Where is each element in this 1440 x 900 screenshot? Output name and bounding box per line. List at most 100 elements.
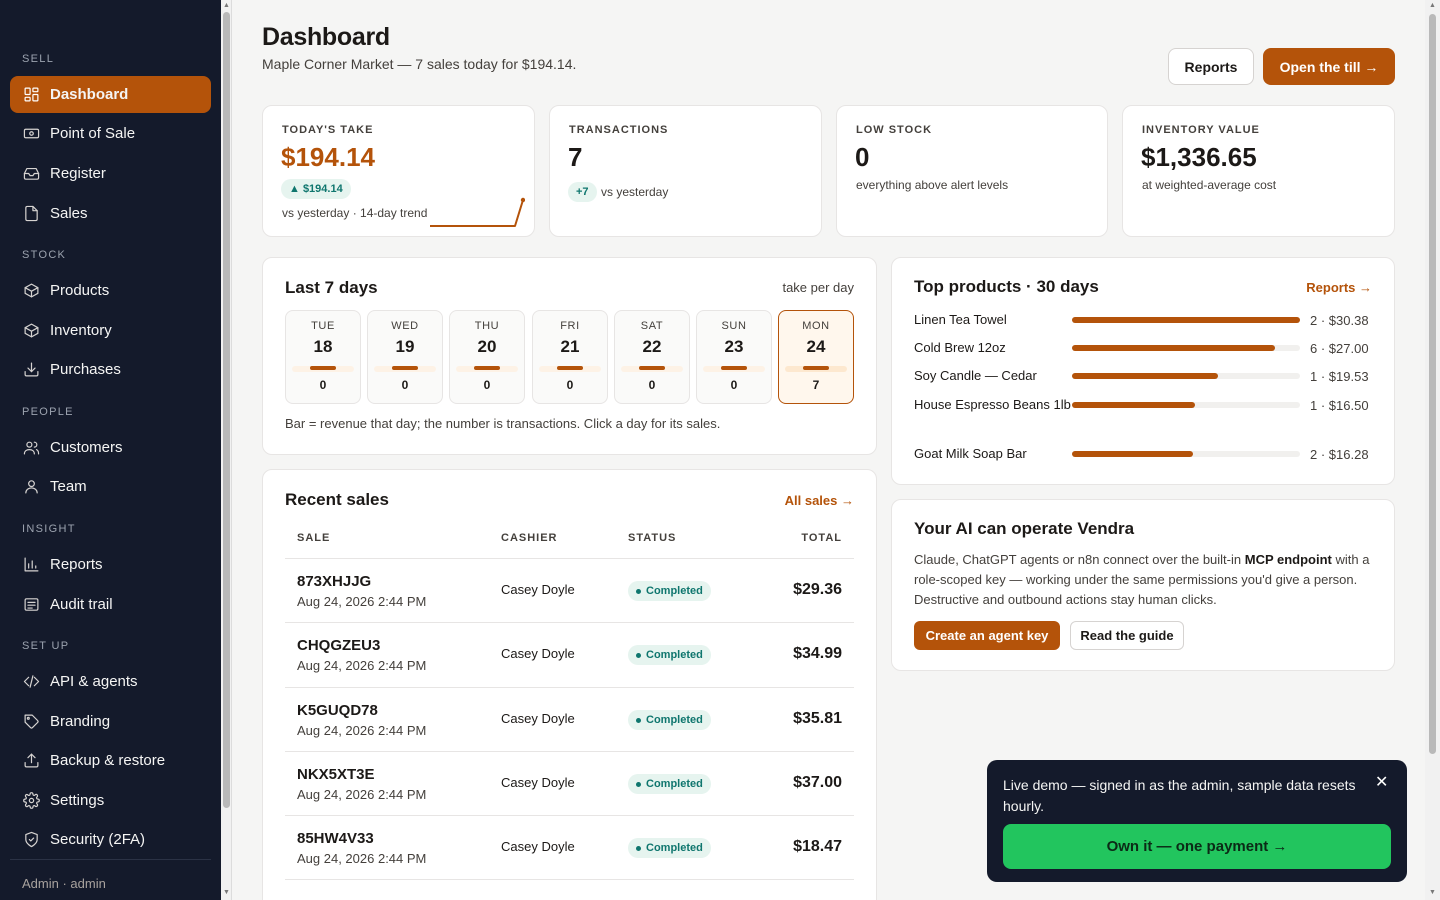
sale-code: CHQGZEU3 [297,637,381,654]
day-tile[interactable]: WED 19 0 [367,310,443,404]
table-row[interactable]: 873XHJJG Aug 24, 2026 2:44 PM Casey Doyl… [285,558,854,622]
day-tile[interactable]: FRI 21 0 [532,310,608,404]
product-row[interactable]: Goat Milk Soap Bar 2 · $16.28 [914,444,1372,464]
sale-date: Aug 24, 2026 2:44 PM [297,787,427,802]
sale-code: NKX5XT3E [297,766,375,783]
product-bar-track [1072,402,1300,408]
day-tile[interactable]: SAT 22 0 [614,310,690,404]
day-name: WED [391,320,419,332]
all-sales-link[interactable]: All sales → [784,493,854,508]
day-tile[interactable]: THU 20 0 [449,310,525,404]
sidebar-item-dashboard[interactable]: Dashboard [10,76,211,113]
status-label: Completed [646,649,703,661]
status-label: Completed [646,778,703,790]
top-products-card: Top products · 30 days Reports → Linen T… [891,257,1395,485]
table-row-partial[interactable] [285,879,854,900]
own-it-button[interactable]: Own it — one payment → [1003,824,1391,869]
top-products-reports-link[interactable]: Reports → [1306,280,1372,295]
day-date: 21 [560,337,580,356]
column-header-sale[interactable]: SALE [297,532,331,544]
status-dot-icon [636,652,641,658]
status-badge: Completed [628,710,711,730]
sidebar-item-label: Inventory [50,322,112,339]
demo-toast: Live demo — signed in as the admin, samp… [987,760,1407,882]
product-name: House Espresso Beans 1lb [914,397,1071,412]
open-till-button[interactable]: Open the till → [1263,48,1395,85]
day-tile[interactable]: SUN 23 0 [696,310,772,404]
product-value: 1 · $16.50 [1310,397,1369,413]
scroll-up-icon[interactable]: ▲ [1429,2,1436,9]
sidebar-item-branding[interactable]: Branding [10,703,211,740]
sidebar-item-sales[interactable]: Sales [10,195,211,232]
trend-sparkline [430,197,525,227]
last-7-days-card: Last 7 days take per day TUE 18 0 WED 19… [262,257,877,455]
sidebar-item-security[interactable]: Security (2FA) [10,821,211,858]
scroll-down-icon[interactable]: ▼ [1429,889,1436,896]
table-row[interactable]: CHQGZEU3 Aug 24, 2026 2:44 PM Casey Doyl… [285,622,854,686]
sidebar-item-audit-trail[interactable]: Audit trail [10,586,211,623]
package-icon [22,322,40,340]
day-name: FRI [560,320,580,332]
day-date: 24 [806,337,826,356]
users-icon [22,439,40,457]
sidebar-item-reports[interactable]: Reports [10,546,211,583]
sale-date: Aug 24, 2026 2:44 PM [297,851,427,866]
product-row[interactable]: House Espresso Beans 1lb 1 · $16.50 [914,395,1372,415]
sidebar-scrollbar[interactable]: ▲ ▼ [221,0,232,900]
scroll-up-icon[interactable]: ▲ [223,2,230,9]
sidebar-item-team[interactable]: Team [10,468,211,505]
sidebar-section-people: PEOPLE [22,406,74,418]
page-title: Dashboard [262,23,390,51]
sidebar-section-setup: SET UP [22,640,70,652]
user-icon [22,478,40,496]
close-icon[interactable]: ✕ [1375,774,1389,791]
read-guide-button[interactable]: Read the guide [1070,621,1184,650]
table-row[interactable]: K5GUQD78 Aug 24, 2026 2:44 PM Casey Doyl… [285,687,854,751]
day-count: 0 [566,378,574,392]
document-icon [22,205,40,223]
sidebar: SELL Dashboard Point of Sale Register Sa… [0,0,221,900]
table-row[interactable]: 85HW4V33 Aug 24, 2026 2:44 PM Casey Doyl… [285,815,854,879]
sidebar-item-products[interactable]: Products [10,272,211,309]
reports-button[interactable]: Reports [1168,48,1254,85]
sidebar-item-register[interactable]: Register [10,155,211,192]
kpi-todays-take: TODAY'S TAKE $194.14 ▲ $194.14 vs yester… [262,105,535,237]
status-label: Completed [646,714,703,726]
column-header-total[interactable]: TOTAL [801,532,842,544]
product-name: Cold Brew 12oz [914,340,1006,355]
product-row[interactable]: Cold Brew 12oz 6 · $27.00 [914,338,1372,358]
day-tile[interactable]: TUE 18 0 [285,310,361,404]
sidebar-item-backup-restore[interactable]: Backup & restore [10,742,211,779]
sale-total: $37.00 [793,774,842,791]
day-name: SUN [721,320,747,332]
column-header-cashier[interactable]: CASHIER [501,532,558,544]
day-tile-today[interactable]: MON 24 7 [778,310,854,404]
column-header-status[interactable]: STATUS [628,532,677,544]
product-row[interactable]: Linen Tea Towel 2 · $30.38 [914,310,1372,330]
cashier-name: Casey Doyle [501,775,575,790]
table-row[interactable]: NKX5XT3E Aug 24, 2026 2:44 PM Casey Doyl… [285,751,854,815]
day-name: TUE [311,320,335,332]
sidebar-item-settings[interactable]: Settings [10,782,211,819]
sidebar-item-purchases[interactable]: Purchases [10,351,211,388]
day-name: MON [802,320,830,332]
card-title: Recent sales [285,490,389,509]
page-scroll-thumb[interactable] [1429,14,1436,754]
sidebar-item-label: Customers [50,439,123,456]
create-agent-key-button[interactable]: Create an agent key [914,621,1060,650]
sidebar-section-sell: SELL [22,53,55,65]
sale-total: $29.36 [793,581,842,598]
sidebar-item-api-agents[interactable]: API & agents [10,663,211,700]
sidebar-item-customers[interactable]: Customers [10,429,211,466]
inbox-icon [22,165,40,183]
kpi-label: TODAY'S TAKE [282,124,374,136]
page-scrollbar[interactable]: ▲ ▼ [1425,0,1440,900]
day-date: 19 [395,337,415,356]
sale-code: K5GUQD78 [297,702,378,719]
day-date: 23 [724,337,744,356]
sidebar-scroll-thumb[interactable] [223,12,230,808]
product-row[interactable]: Soy Candle — Cedar 1 · $19.53 [914,366,1372,386]
scroll-down-icon[interactable]: ▼ [223,889,230,896]
sidebar-item-inventory[interactable]: Inventory [10,312,211,349]
sidebar-item-point-of-sale[interactable]: Point of Sale [10,115,211,152]
